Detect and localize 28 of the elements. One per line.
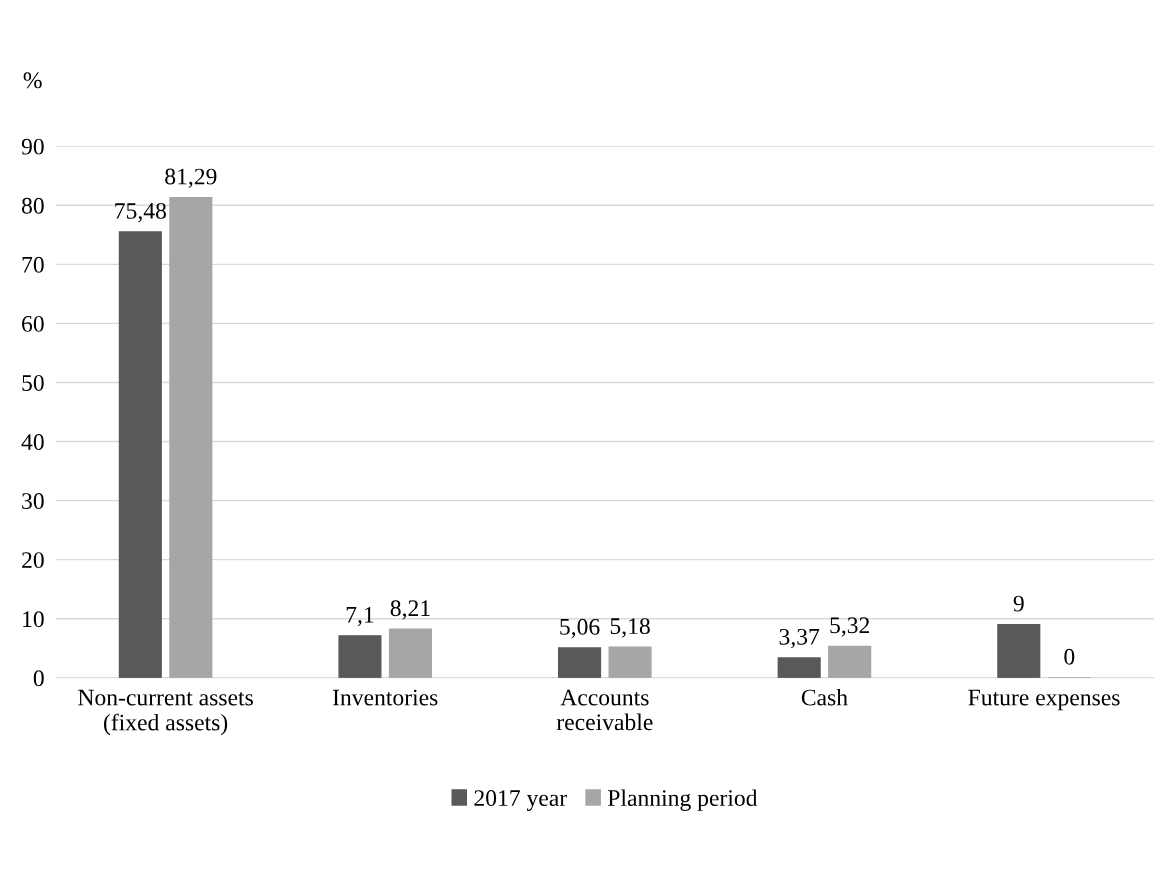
data-label: 7,1 (346, 606, 374, 627)
y-tick-label: 60 (22, 315, 44, 332)
data-label: 9 (1013, 595, 1024, 612)
y-axis-title: % (23, 72, 42, 89)
data-label: 0 (1064, 648, 1075, 665)
x-tick-label: Accounts receivable (556, 689, 653, 731)
x-tick-label: Non-current assets (fixed assets) (78, 689, 253, 736)
legend-label: Planning period (607, 789, 758, 811)
data-label: 3,37 (779, 628, 820, 649)
data-label: 5,18 (610, 618, 650, 638)
x-tick-label: Cash (801, 688, 848, 706)
x-tick-label: Future expenses (968, 689, 1120, 711)
data-label: 75,48 (115, 202, 166, 223)
data-label: 5,32 (830, 617, 870, 637)
data-label: 5,06 (560, 618, 600, 639)
data-label: 81,29 (165, 168, 217, 188)
y-tick-label: 50 (22, 374, 44, 391)
y-tick-label: 80 (21, 197, 44, 214)
y-tick-label: 40 (21, 434, 44, 450)
y-tick-label: 90 (21, 138, 44, 155)
y-tick-label: 10 (23, 611, 44, 628)
y-tick-label: 30 (22, 493, 44, 510)
legend-label: 2017 year (474, 790, 567, 811)
x-tick-label: Inventories (332, 689, 438, 706)
y-tick-label: 70 (22, 256, 44, 273)
y-tick-label: 0 (33, 670, 44, 687)
y-tick-label: 20 (22, 552, 44, 569)
data-label: 8,21 (390, 600, 430, 620)
